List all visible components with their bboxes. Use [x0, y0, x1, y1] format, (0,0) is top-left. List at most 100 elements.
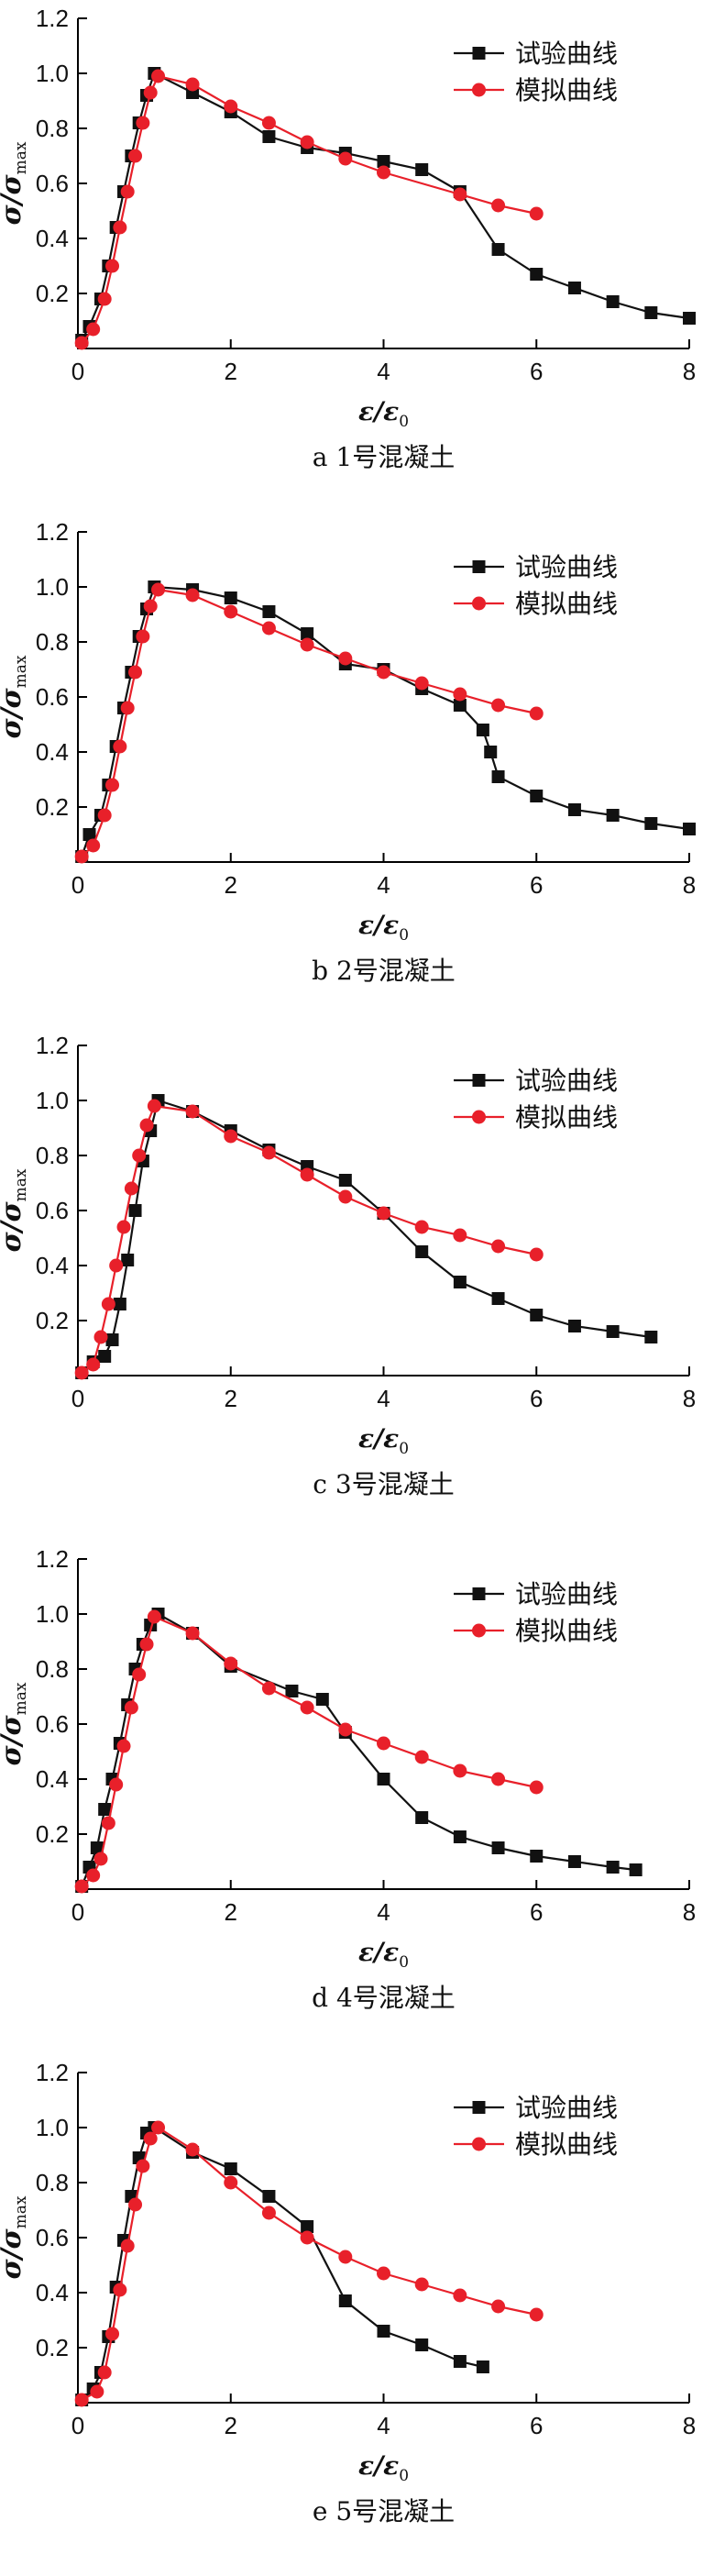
sim-data-point — [414, 676, 429, 691]
sim-data-point — [300, 1167, 314, 1182]
sim-data-point — [224, 1129, 238, 1144]
test-data-point — [530, 1309, 544, 1321]
test-data-point — [338, 2294, 352, 2307]
y-tick-label: 1.0 — [36, 1087, 69, 1114]
x-tick-label: 4 — [377, 2412, 390, 2439]
x-axis-label-main: ε/ε — [358, 910, 399, 940]
sim-data-point — [124, 1700, 138, 1715]
sim-data-point — [113, 739, 127, 754]
test-data-point — [530, 1850, 544, 1863]
sim-data-point — [414, 1750, 429, 1764]
sim-series-line — [81, 1104, 537, 1374]
y-tick-label: 1.0 — [36, 60, 69, 87]
x-tick-label: 2 — [225, 1385, 237, 1412]
test-data-point — [453, 699, 467, 712]
test-data-point — [476, 724, 489, 736]
sim-data-point — [185, 2142, 200, 2157]
x-tick-label: 6 — [530, 2412, 543, 2439]
x-axis-label-sub: 0 — [399, 926, 409, 945]
sim-data-point — [224, 2175, 238, 2190]
sim-data-point — [377, 1736, 390, 1751]
sim-data-point — [414, 2277, 429, 2292]
sim-data-point — [139, 1637, 154, 1652]
legend-test-marker — [472, 2101, 486, 2114]
x-tick-label: 6 — [530, 1385, 543, 1412]
sim-data-point — [185, 1104, 200, 1119]
test-data-point — [285, 1685, 299, 1697]
y-axis-label-sub: max — [12, 655, 30, 688]
sim-data-point — [105, 259, 120, 273]
sim-data-point — [338, 151, 353, 166]
sim-data-point — [300, 1700, 314, 1715]
sim-data-point — [453, 687, 467, 702]
y-tick-label: 0.6 — [36, 1197, 69, 1224]
x-axis-label-sub: 0 — [399, 1953, 409, 1972]
sim-data-point — [139, 1118, 154, 1133]
sim-data-point — [74, 1879, 89, 1894]
sim-data-point — [120, 2239, 135, 2253]
y-tick-label: 1.2 — [36, 2059, 69, 2086]
legend-test-marker — [472, 47, 486, 60]
x-tick-label: 2 — [225, 871, 237, 899]
y-axis-label-main: σ/σ — [0, 687, 27, 738]
sim-data-point — [147, 1099, 161, 1113]
test-data-point — [453, 1830, 467, 1843]
y-axis-label-sub: max — [12, 2195, 30, 2228]
x-tick-label: 8 — [683, 1898, 696, 1926]
test-series-line — [81, 72, 690, 341]
sim-data-point — [224, 99, 238, 114]
x-tick-label: 0 — [71, 1385, 84, 1412]
sim-data-point — [93, 1330, 108, 1344]
sim-data-point — [151, 69, 166, 83]
x-tick-label: 8 — [683, 1385, 696, 1412]
sim-data-point — [453, 1763, 467, 1778]
sim-data-point — [132, 1148, 147, 1163]
test-data-point — [301, 2220, 314, 2233]
test-data-point — [530, 268, 544, 281]
test-data-point — [644, 817, 658, 830]
sim-series-line — [81, 2126, 537, 2401]
y-tick-label: 0.2 — [36, 2334, 69, 2361]
sim-data-point — [120, 184, 135, 199]
sim-data-point — [105, 2327, 120, 2341]
y-tick-label: 0.8 — [36, 115, 69, 142]
sim-data-point — [414, 1220, 429, 1234]
test-data-point — [530, 790, 544, 802]
test-series-line — [81, 585, 690, 857]
legend-sim-label: 模拟曲线 — [515, 589, 618, 619]
y-tick-label: 1.2 — [36, 5, 69, 32]
test-data-point — [338, 1174, 352, 1187]
test-data-point — [606, 295, 620, 308]
x-tick-label: 4 — [377, 1898, 390, 1926]
sim-data-point — [185, 1626, 200, 1641]
sim-data-point — [128, 665, 143, 680]
sim-data-point — [377, 1206, 390, 1221]
legend-sim-marker — [472, 83, 486, 97]
test-data-point — [98, 1803, 112, 1816]
y-tick-label: 0.2 — [36, 280, 69, 307]
legend-sim-label: 模拟曲线 — [515, 75, 618, 105]
sim-data-point — [224, 604, 238, 619]
sim-data-point — [101, 1816, 115, 1830]
x-axis-label-main: ε/ε — [358, 2450, 399, 2481]
x-tick-label: 8 — [683, 358, 696, 385]
sim-data-point — [261, 1681, 276, 1696]
test-data-point — [476, 2360, 489, 2373]
sim-data-point — [124, 1181, 138, 1196]
sim-data-point — [74, 336, 89, 350]
test-data-point — [224, 2162, 237, 2175]
y-tick-label: 0.6 — [36, 683, 69, 711]
sim-data-point — [529, 2307, 544, 2322]
sim-data-point — [136, 629, 150, 644]
sim-data-point — [300, 2230, 314, 2245]
y-tick-label: 0.8 — [36, 1655, 69, 1683]
sim-series-line — [81, 1615, 537, 1887]
y-tick-label: 0.4 — [36, 1252, 69, 1279]
sim-data-point — [120, 701, 135, 715]
sim-data-point — [86, 838, 101, 853]
legend-sim-label: 模拟曲线 — [515, 1102, 618, 1133]
